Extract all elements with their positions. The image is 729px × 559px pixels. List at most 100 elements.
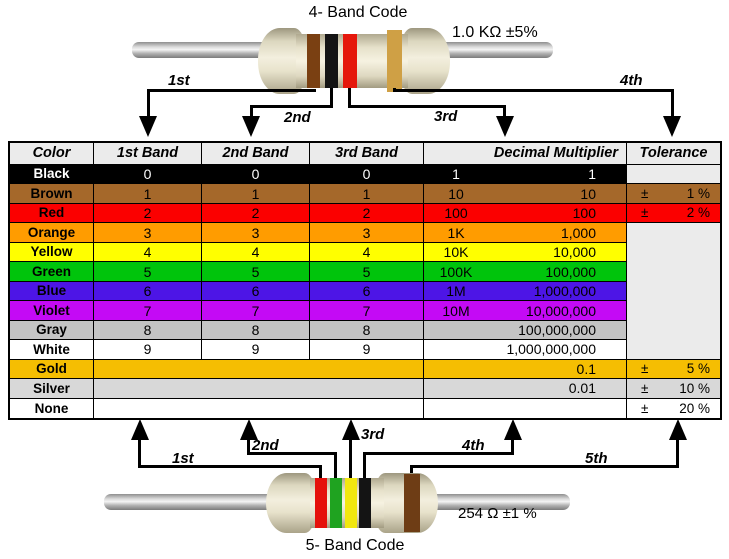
arrow-down-icon [242,116,260,137]
band3-value: 2 [310,203,424,224]
tolerance-sign: ± [641,380,649,396]
pointer-line [250,105,253,119]
pointer-line [330,88,333,108]
arrow-down-icon [139,116,157,137]
pointer-line [671,89,674,119]
multiplier-short: 100 [444,205,468,222]
bands-empty-cell [94,359,424,380]
band3-value: 7 [310,301,424,321]
multiplier-full: 0.01 [568,380,596,397]
band-gold [387,30,402,92]
pointer-line [676,438,679,468]
multiplier-cell: 100K 100,000 [424,262,627,282]
band2-value: 6 [202,281,310,302]
multiplier-cell: 0.1 [424,359,627,380]
table-row-silver: Silver 0.01 ±10 % [10,379,720,399]
color-name: Yellow [10,242,94,263]
tolerance-cell [627,340,720,360]
pointer-line [147,89,316,92]
color-name: Green [10,262,94,282]
pointer-line [250,105,333,108]
band2-value: 2 [202,203,310,224]
band2-value: 9 [202,340,310,360]
arrow-up-icon [240,419,258,440]
band2-value: 8 [202,320,310,341]
pointer-line [348,105,506,108]
color-name: None [10,398,94,419]
multiplier-full: 100,000,000 [518,321,596,338]
color-name: Red [10,203,94,224]
band1-value: 6 [94,281,202,302]
arrow-down-icon [496,116,514,137]
band1-value: 3 [94,223,202,243]
pointer-label-3rd: 3rd [434,108,458,125]
table-row-orange: Orange 3 3 3 1K 1,000 [10,223,720,243]
tolerance-cell [627,223,720,243]
multiplier-full: 10,000 [553,244,596,261]
resistor-body-left-cap [266,473,314,533]
pointer-label-1st: 1st [172,450,194,467]
band3-value: 0 [310,165,424,185]
multiplier-full: 10,000,000 [525,302,596,319]
pointer-label-3rd: 3rd [361,426,385,443]
bands-empty-cell [94,398,424,419]
pointer-line [247,438,250,455]
table-row-brown: Brown 1 1 1 10 10 ±1 % [10,184,720,204]
multiplier-full: 10 [580,185,596,202]
band3-value: 1 [310,184,424,204]
multiplier-short: 10 [448,185,464,202]
tolerance-value: 20 % [679,400,710,416]
tolerance-cell: ±10 % [627,379,720,399]
color-name: Blue [10,281,94,302]
band2-value: 7 [202,301,310,321]
tolerance-cell [627,320,720,341]
band-green [330,478,342,528]
color-name: Violet [10,301,94,321]
multiplier-short: 100K [439,263,473,280]
table-header-row: Color 1st Band 2nd Band 3rd Band Decimal… [10,143,720,165]
band2-value: 3 [202,223,310,243]
tolerance-value: 1 % [686,185,710,201]
color-name: Silver [10,379,94,399]
band1-value: 7 [94,301,202,321]
table-row-gold: Gold 0.1 ±5 % [10,359,720,380]
multiplier-full: 1 [588,166,596,183]
tolerance-cell [627,165,720,185]
tolerance-cell [627,281,720,302]
band1-value: 4 [94,242,202,263]
color-name: White [10,340,94,360]
pointer-label-1st: 1st [168,72,190,89]
band3-value: 5 [310,262,424,282]
band2-value: 1 [202,184,310,204]
multiplier-full: 100,000 [545,263,596,280]
pointer-line [348,88,351,108]
color-code-table: Color 1st Band 2nd Band 3rd Band Decimal… [8,141,722,420]
multiplier-full: 1,000,000 [533,283,596,300]
pointer-line [410,465,679,468]
band3-value: 6 [310,281,424,302]
band1-value: 1 [94,184,202,204]
arrow-up-icon [131,419,149,440]
pointer-line [247,452,337,455]
band1-value: 0 [94,165,202,185]
multiplier-short: 10K [443,244,469,261]
pointer-label-2nd: 2nd [284,109,311,126]
bands-empty-cell [94,379,424,399]
table-row-none: None ±20 % [10,398,720,419]
band3-value: 3 [310,223,424,243]
band3-value: 4 [310,242,424,263]
arrow-up-icon [504,419,522,440]
pointer-line [334,452,337,479]
band2-value: 5 [202,262,310,282]
band-brown [307,34,320,88]
multiplier-cell: 100 100 [424,203,627,224]
pointer-line [319,465,322,479]
table-row-violet: Violet 7 7 7 10M 10,000,000 [10,301,720,321]
five-band-value-label: 254 Ω ±1 % [458,505,537,522]
tolerance-cell [627,242,720,263]
band3-value: 8 [310,320,424,341]
header-multiplier: Decimal Multiplier [424,143,627,165]
tolerance-sign: ± [641,361,649,377]
